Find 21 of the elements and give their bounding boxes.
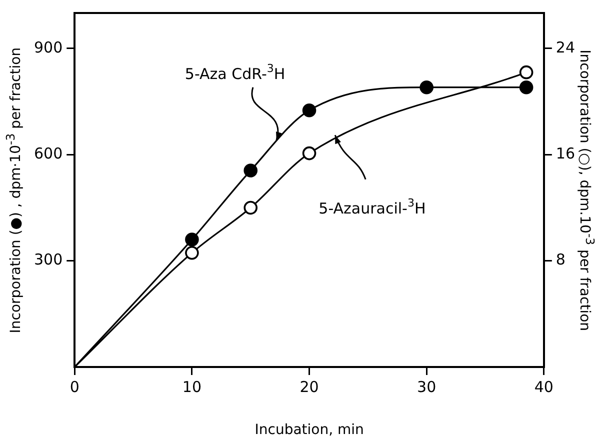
y2-tick-label: 8 — [556, 250, 566, 269]
y-tick-label: 600 — [34, 144, 63, 162]
point — [420, 80, 434, 94]
y2-tick-label: 24 — [556, 38, 576, 56]
y-tick-label: 900 — [34, 38, 63, 56]
point — [302, 146, 316, 160]
x-tick-label: 0 — [70, 378, 80, 396]
x-axis-title: Incubation, min — [254, 422, 364, 438]
y-tick-label: 300 — [34, 250, 63, 269]
x-tick-label: 40 — [534, 378, 554, 396]
y2-tick-label: 16 — [556, 144, 576, 163]
point — [519, 65, 534, 80]
x-tick-label: 30 — [417, 378, 436, 396]
point — [302, 103, 316, 118]
x-tick-label: 10 — [182, 378, 202, 396]
point — [244, 164, 258, 178]
x-tick-label: 20 — [300, 378, 319, 396]
point — [519, 80, 534, 94]
point — [185, 246, 199, 260]
point — [244, 200, 258, 215]
point — [185, 232, 199, 246]
